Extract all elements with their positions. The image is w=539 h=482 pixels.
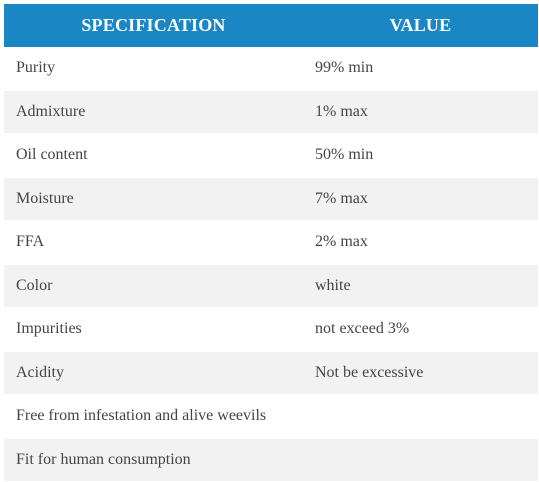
- spec-cell: FFA: [4, 220, 303, 265]
- table-row: Free from infestation and alive weevils: [4, 394, 538, 439]
- spec-cell: Impurities: [4, 307, 303, 352]
- value-cell: not exceed 3%: [303, 307, 538, 352]
- value-cell: [303, 438, 538, 482]
- header-specification: SPECIFICATION: [4, 4, 303, 47]
- value-cell: 99% min: [303, 47, 538, 91]
- value-cell: 7% max: [303, 177, 538, 221]
- spec-cell: Admixture: [4, 90, 303, 134]
- table-row: Acidity Not be excessive: [4, 351, 538, 395]
- value-cell: 2% max: [303, 220, 538, 265]
- value-cell: 1% max: [303, 90, 538, 134]
- value-cell: white: [303, 264, 538, 308]
- spec-cell: Color: [4, 264, 303, 308]
- table-row: Oil content 50% min: [4, 133, 538, 178]
- spec-cell: Moisture: [4, 177, 303, 221]
- header-value: VALUE: [303, 4, 538, 47]
- spec-cell: Free from infestation and alive weevils: [4, 394, 303, 439]
- spec-cell: Acidity: [4, 351, 303, 395]
- table-row: FFA 2% max: [4, 220, 538, 265]
- table-row: Purity 99% min: [4, 47, 538, 91]
- table-row: Moisture 7% max: [4, 177, 538, 221]
- specification-table: SPECIFICATION VALUE Purity 99% min Admix…: [4, 4, 538, 482]
- table-row: Admixture 1% max: [4, 90, 538, 134]
- table-header-row: SPECIFICATION VALUE: [4, 4, 538, 47]
- table-row: Fit for human consumption: [4, 438, 538, 482]
- spec-cell: Fit for human consumption: [4, 438, 303, 482]
- spec-cell: Purity: [4, 47, 303, 91]
- table-row: Impurities not exceed 3%: [4, 307, 538, 352]
- value-cell: [303, 394, 538, 439]
- table-row: Color white: [4, 264, 538, 308]
- value-cell: Not be excessive: [303, 351, 538, 395]
- spec-cell: Oil content: [4, 133, 303, 178]
- value-cell: 50% min: [303, 133, 538, 178]
